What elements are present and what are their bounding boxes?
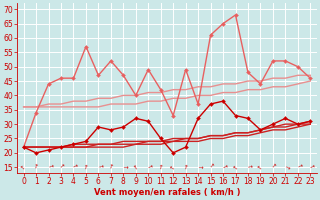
Text: ↑: ↑ <box>120 164 127 171</box>
Text: ↑: ↑ <box>244 164 251 171</box>
X-axis label: Vent moyen/en rafales ( km/h ): Vent moyen/en rafales ( km/h ) <box>94 188 240 197</box>
Text: ↑: ↑ <box>146 165 151 171</box>
Text: ↑: ↑ <box>82 163 90 171</box>
Text: ↑: ↑ <box>220 163 227 171</box>
Text: ↑: ↑ <box>207 163 214 171</box>
Text: ↑: ↑ <box>108 164 114 171</box>
Text: ↑: ↑ <box>95 164 102 171</box>
Text: ↑: ↑ <box>182 163 189 171</box>
Text: ↑: ↑ <box>46 165 51 171</box>
Text: ↑: ↑ <box>133 164 139 171</box>
Text: ↑: ↑ <box>270 165 276 171</box>
Text: ↑: ↑ <box>257 163 264 171</box>
Text: ↑: ↑ <box>33 164 40 171</box>
Text: ↑: ↑ <box>20 164 27 171</box>
Text: ↑: ↑ <box>283 166 288 171</box>
Text: ↑: ↑ <box>157 164 164 171</box>
Text: ↑: ↑ <box>58 164 64 171</box>
Text: ↑: ↑ <box>170 164 176 171</box>
Text: ↑: ↑ <box>294 163 301 171</box>
Text: ↑: ↑ <box>308 166 313 171</box>
Text: ↑: ↑ <box>70 163 77 171</box>
Text: ↑: ↑ <box>232 163 239 171</box>
Text: ↑: ↑ <box>195 163 202 171</box>
